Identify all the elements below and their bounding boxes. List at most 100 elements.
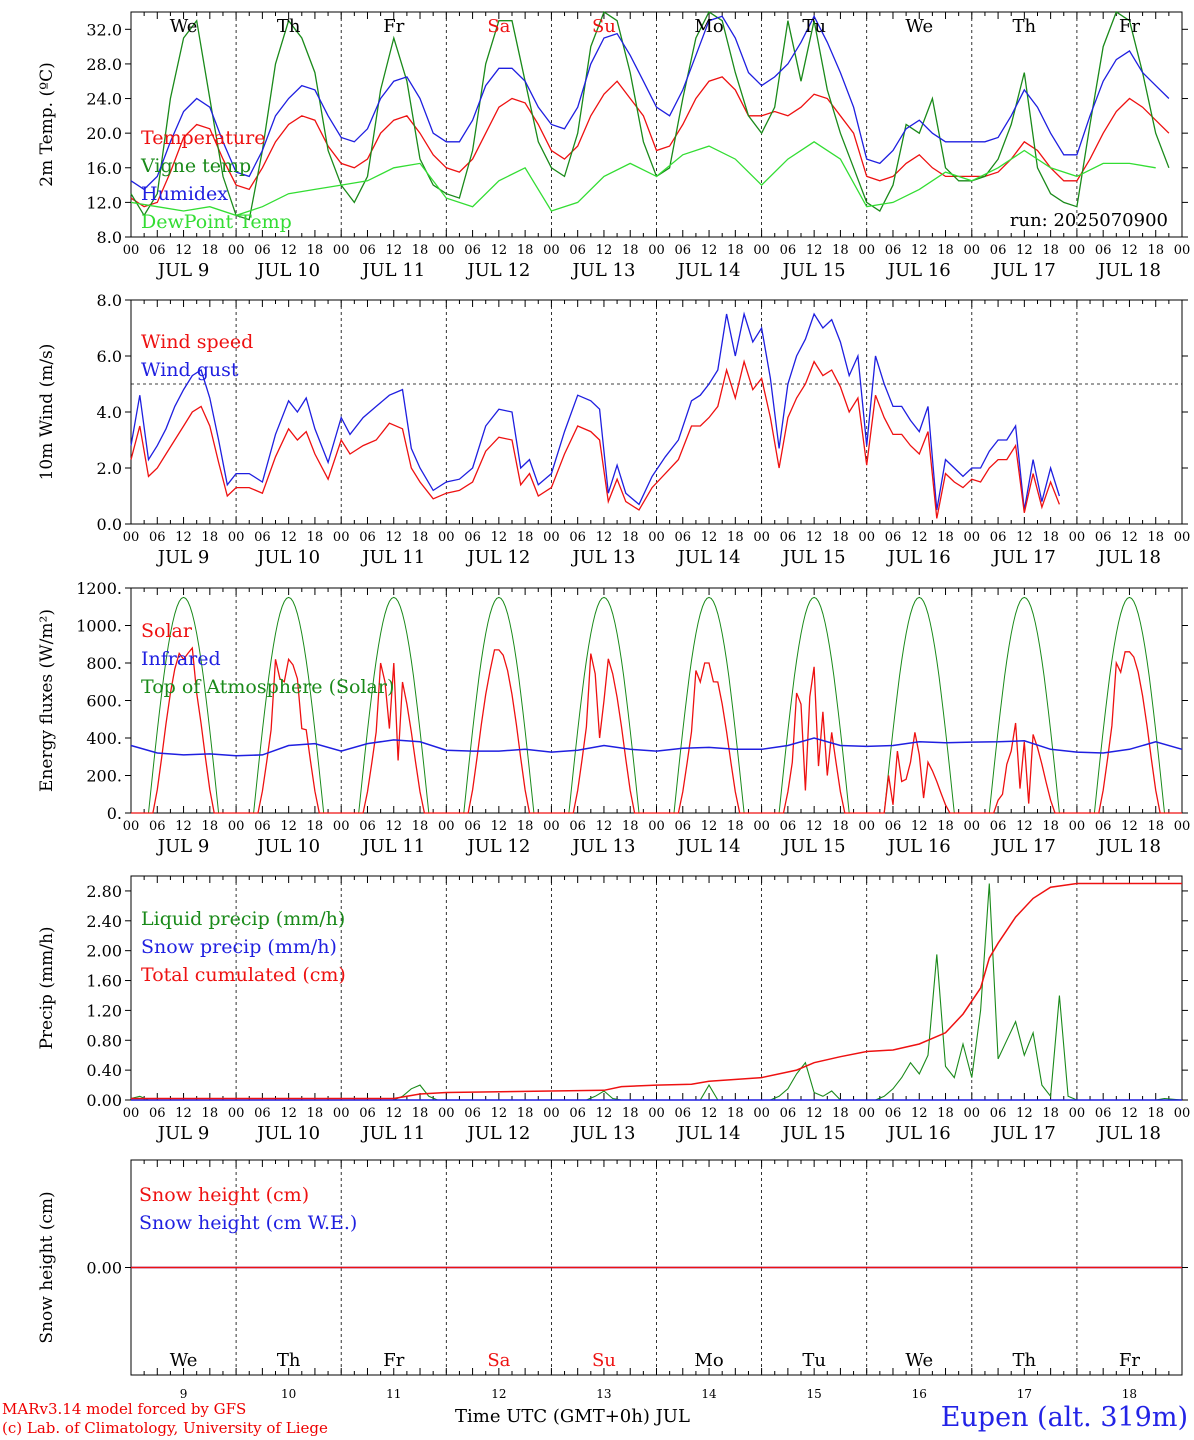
hour-tick-label: 18 <box>412 819 429 834</box>
weekday-label: Mo <box>694 16 723 37</box>
hour-tick-label: 06 <box>885 243 902 258</box>
hour-tick-label: 12 <box>701 819 718 834</box>
y-tick-label: 1000. <box>76 617 122 636</box>
y-tick-label: 20.0 <box>86 124 122 143</box>
hour-tick-label: 06 <box>1095 530 1112 545</box>
hour-tick-label: 18 <box>307 530 324 545</box>
hour-tick-label: 06 <box>254 819 271 834</box>
hour-tick-label: 06 <box>675 530 692 545</box>
y-tick-label: 0.80 <box>86 1031 122 1050</box>
hour-tick-label: 00 <box>438 1106 455 1121</box>
day-label: JUL 18 <box>1096 1123 1161 1144</box>
hour-tick-label: 18 <box>937 819 954 834</box>
hour-tick-label: 12 <box>911 243 928 258</box>
day-label: JUL 14 <box>676 836 741 857</box>
hour-tick-label: 18 <box>517 819 534 834</box>
day-label: JUL 10 <box>255 547 320 568</box>
hour-tick-label: 12 <box>701 530 718 545</box>
hour-tick-label: 12 <box>1121 243 1138 258</box>
hour-tick-label: 12 <box>385 819 402 834</box>
hour-tick-label: 00 <box>1069 819 1086 834</box>
hour-tick-label: 18 <box>832 819 849 834</box>
hour-tick-label: 00 <box>123 1106 140 1121</box>
hour-tick-label: 06 <box>780 1106 797 1121</box>
day-label: JUL 16 <box>886 836 951 857</box>
hour-tick-label: 12 <box>596 530 613 545</box>
hour-tick-label: 00 <box>1069 1106 1086 1121</box>
hour-tick-label: 18 <box>202 243 219 258</box>
day-label: JUL 13 <box>570 260 635 281</box>
weekday-label: Tu <box>802 16 826 37</box>
y-tick-label: 2.40 <box>86 912 122 931</box>
hour-tick-label: 12 <box>911 1106 928 1121</box>
hour-tick-label: 18 <box>1147 819 1164 834</box>
hour-tick-label: 00 <box>333 243 350 258</box>
y-tick-label: 0.40 <box>86 1061 122 1080</box>
hour-tick-label: 06 <box>359 243 376 258</box>
hour-tick-label: 06 <box>359 1106 376 1121</box>
y-tick-label: 400. <box>86 729 122 748</box>
legend-dewpoint-temp: DewPoint Temp <box>141 211 292 233</box>
hour-tick-label: 00 <box>858 530 875 545</box>
day-label: JUL 17 <box>991 1123 1056 1144</box>
y-tick-label: 800. <box>86 654 122 673</box>
hour-tick-label: 00 <box>333 819 350 834</box>
day-label: JUL 18 <box>1096 260 1161 281</box>
day-label: JUL 13 <box>570 1123 635 1144</box>
hour-tick-label: 06 <box>149 243 166 258</box>
day-label: JUL 9 <box>156 836 210 857</box>
legend-snow-height-cm-: Snow height (cm) <box>139 1184 309 1206</box>
hour-tick-label: 00 <box>228 243 245 258</box>
credit-label: (c) Lab. of Climatology, University of L… <box>2 1419 328 1437</box>
day-number-label: 13 <box>596 1387 611 1401</box>
hour-tick-label: 12 <box>1016 530 1033 545</box>
hour-tick-label: 00 <box>753 819 770 834</box>
day-label: JUL 10 <box>255 260 320 281</box>
legend-top-of-atmosphere-solar-: Top of Atmosphere (Solar) <box>141 676 394 698</box>
hour-tick-label: 06 <box>780 819 797 834</box>
day-label: JUL 15 <box>781 260 846 281</box>
hour-tick-label: 06 <box>885 530 902 545</box>
hour-tick-label: 12 <box>911 530 928 545</box>
hour-tick-label: 18 <box>1042 819 1059 834</box>
weekday-label: Sa <box>487 16 510 37</box>
y-tick-label: 28.0 <box>86 55 122 74</box>
hour-tick-label: 00 <box>543 819 560 834</box>
hour-tick-label: 12 <box>385 530 402 545</box>
y-tick-label: 0. <box>107 804 122 823</box>
y-axis-label: 2m Temp. (ºC) <box>37 62 57 187</box>
hour-tick-label: 06 <box>359 530 376 545</box>
hour-tick-label: 06 <box>675 1106 692 1121</box>
hour-tick-label: 06 <box>569 819 586 834</box>
day-label: JUL 14 <box>676 1123 741 1144</box>
hour-tick-label: 00 <box>333 530 350 545</box>
y-tick-label: 2.00 <box>86 942 122 961</box>
hour-tick-label: 18 <box>727 530 744 545</box>
day-number-label: 18 <box>1122 1387 1137 1401</box>
day-number-label: 10 <box>281 1387 296 1401</box>
panel-1: 00 06 12 18 00 06 12 18 00 06 12 18 00 06 12 18 00 06 12 18… <box>37 11 1190 281</box>
hour-tick-label: 00 <box>753 530 770 545</box>
day-label: JUL 13 <box>570 836 635 857</box>
hour-tick-label: 12 <box>491 819 508 834</box>
weekday-label: Mo <box>694 1350 723 1371</box>
hour-tick-label: 00 <box>123 530 140 545</box>
hour-tick-label: 00 <box>1069 243 1086 258</box>
weekday-label: Th <box>1013 16 1037 37</box>
series-dewpoint-temp <box>130 141 1156 217</box>
hour-tick-label: 00 <box>858 243 875 258</box>
hour-tick-label: 06 <box>990 1106 1007 1121</box>
hour-tick-label: 18 <box>1147 243 1164 258</box>
series-wind-speed <box>130 359 1061 519</box>
hour-tick-label: 12 <box>1016 1106 1033 1121</box>
series-temperature <box>130 76 1170 208</box>
legend-total-cumulated-cm-: Total cumulated (cm) <box>141 964 346 986</box>
y-axis-label: Snow height (cm) <box>37 1191 57 1343</box>
hour-tick-label: 12 <box>701 1106 718 1121</box>
y-tick-label: 6.0 <box>97 347 122 366</box>
panel-2: 00 06 12 18 00 06 12 18 00 06 12 18 00 06 12 18 00 06 12 18… <box>37 291 1190 568</box>
y-tick-label: 1.20 <box>86 1001 122 1020</box>
day-number-label: 11 <box>386 1387 401 1401</box>
day-label: JUL 10 <box>255 836 320 857</box>
